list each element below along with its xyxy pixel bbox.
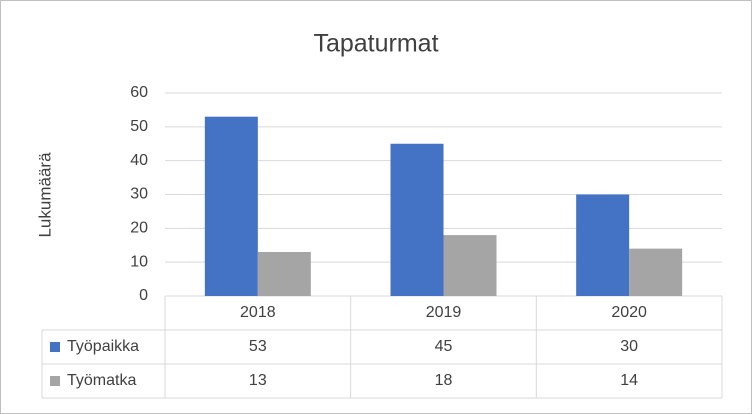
legend-label: Työpaikka [67, 338, 139, 355]
table-value: 30 [620, 338, 638, 355]
y-axis-label: Lukumäärä [35, 152, 54, 238]
table-value: 53 [249, 338, 267, 355]
x-tick-label: 2019 [426, 304, 462, 321]
legend-label: Työmatka [67, 372, 136, 389]
x-tick-label: 2020 [611, 304, 647, 321]
bar [629, 248, 683, 296]
y-tick-label: 30 [130, 186, 148, 203]
bar [443, 235, 497, 296]
bar [576, 194, 630, 296]
legend-swatch [50, 376, 60, 386]
chart-title: Tapaturmat [313, 30, 438, 58]
bar [257, 252, 311, 296]
x-tick-label: 2018 [240, 304, 276, 321]
y-tick-label: 40 [130, 152, 148, 169]
legend-swatch [50, 342, 60, 352]
table-value: 18 [435, 372, 453, 389]
y-tick-label: 0 [139, 287, 148, 304]
y-tick-label: 50 [130, 118, 148, 135]
table-value: 13 [249, 372, 267, 389]
y-tick-label: 60 [130, 84, 148, 101]
table-value: 14 [620, 372, 638, 389]
y-tick-label: 10 [130, 253, 148, 270]
bar [390, 143, 444, 296]
y-tick-label: 20 [130, 220, 148, 237]
table-value: 45 [435, 338, 453, 355]
bar [204, 116, 258, 296]
